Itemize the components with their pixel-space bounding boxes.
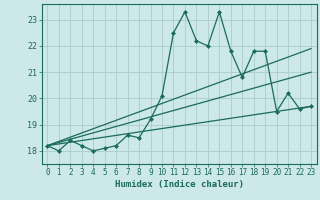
X-axis label: Humidex (Indice chaleur): Humidex (Indice chaleur) <box>115 180 244 189</box>
